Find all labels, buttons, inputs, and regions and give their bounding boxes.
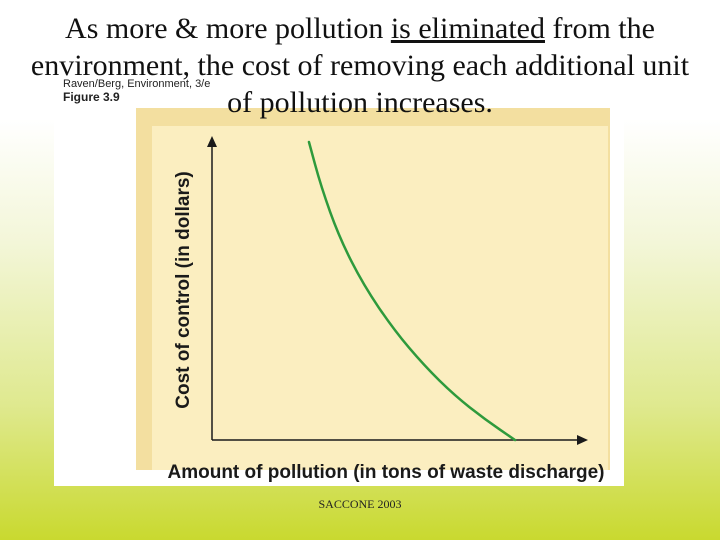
footer-credit: SACCONE 2003 [318, 497, 402, 511]
figure-credit: Raven/Berg, Environment, 3/e [63, 78, 211, 90]
y-axis-label: Cost of control (in dollars) [173, 171, 194, 409]
x-axis-label: Amount of pollution (in tons of waste di… [168, 462, 605, 483]
slide-title: As more & more pollution is eliminated f… [20, 10, 700, 121]
figure-number: Figure 3.9 [63, 90, 120, 104]
title-prefix: As more & more pollution [65, 12, 391, 45]
series-layer [307, 140, 517, 442]
title-underlined: is eliminated [390, 12, 545, 45]
y-axis-arrow [207, 136, 217, 147]
figure-caption: Raven/Berg, Environment, 3/e Figure 3.9 [63, 78, 210, 104]
plot-background [152, 126, 608, 470]
series-line-0 [307, 140, 517, 442]
x-axis-arrow [577, 435, 588, 445]
title-suffix: from the environment, the cost of removi… [30, 12, 690, 119]
